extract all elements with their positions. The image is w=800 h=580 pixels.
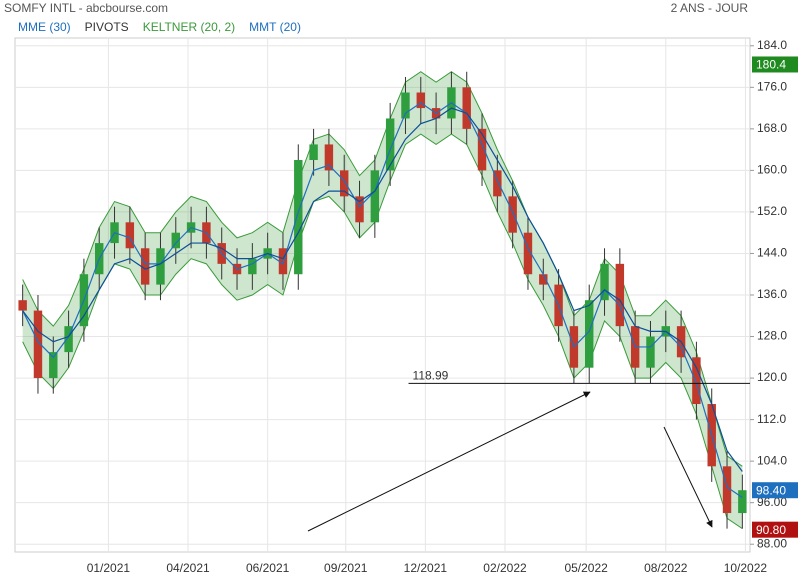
price-tag-label: 180.4 — [756, 58, 786, 72]
x-tick-label: 09/2021 — [324, 561, 368, 575]
y-tick-label: 120.0 — [757, 370, 787, 384]
y-tick-label: 176.0 — [757, 79, 787, 93]
x-tick-label: 01/2021 — [87, 561, 131, 575]
arrow — [663, 426, 713, 528]
candle-body — [722, 466, 732, 514]
chart-title: SOMFY INTL - abcbourse.com — [4, 1, 168, 15]
candle-body — [278, 248, 288, 275]
x-tick-label: 04/2021 — [166, 561, 210, 575]
candle-body — [171, 232, 180, 249]
candle-body — [355, 196, 364, 223]
y-tick-label: 104.0 — [757, 453, 787, 467]
candle-body — [539, 274, 548, 285]
y-tick-label: 136.0 — [757, 287, 787, 301]
candle-body — [324, 144, 334, 171]
y-tick-label: 112.0 — [757, 412, 786, 426]
keltner-band — [22, 71, 743, 529]
y-tick-label: 160.0 — [757, 163, 787, 177]
candle-body — [401, 92, 410, 119]
candle-body — [738, 490, 747, 514]
candle-body — [125, 222, 135, 249]
y-tick-label: 184.0 — [757, 38, 787, 52]
x-tick-label: 10/2022 — [724, 561, 768, 575]
legend-entry: PIVOTS — [85, 20, 129, 34]
candle-body — [477, 128, 487, 171]
candle-body — [600, 263, 609, 301]
candle-body — [385, 118, 395, 171]
candle-body — [508, 196, 517, 233]
candle-body — [585, 300, 594, 368]
y-tick-label: 128.0 — [757, 329, 787, 343]
legend-entry: KELTNER (20, 2) — [143, 20, 235, 34]
x-tick-label: 05/2022 — [564, 561, 608, 575]
candle-body — [18, 300, 27, 311]
candle-body — [692, 357, 701, 405]
candle-body — [416, 92, 425, 109]
candle-body — [340, 170, 349, 197]
x-tick-label: 02/2022 — [483, 561, 527, 575]
arrow — [307, 391, 591, 532]
candle-body — [49, 352, 58, 379]
y-tick-label: 144.0 — [757, 246, 787, 260]
x-tick-label: 12/2021 — [404, 561, 448, 575]
level-label: 118.99 — [413, 368, 449, 382]
candle-body — [248, 258, 257, 275]
mmt-line — [22, 102, 743, 498]
y-tick-label: 88.00 — [757, 536, 787, 550]
period-label: 2 ANS - JOUR — [671, 1, 749, 15]
price-tag-label: 98.40 — [756, 483, 786, 497]
legend-entry: MMT (20) — [249, 20, 301, 34]
candle-body — [523, 232, 533, 275]
keltner-lower — [22, 133, 743, 530]
mme-line — [22, 107, 743, 472]
candle-body — [309, 144, 318, 161]
candle-body — [156, 248, 165, 285]
legend-entry: MME (30) — [18, 20, 71, 34]
x-tick-label: 08/2022 — [644, 561, 688, 575]
y-tick-label: 96.00 — [757, 495, 787, 509]
x-tick-label: 06/2021 — [246, 561, 290, 575]
candle-body — [493, 170, 502, 197]
candle-body — [462, 87, 471, 129]
y-tick-label: 152.0 — [757, 204, 787, 218]
legend: MME (30) PIVOTS KELTNER (20, 2) MMT (20) — [18, 20, 301, 34]
price-tag-label: 90.80 — [756, 523, 786, 537]
candle-body — [615, 263, 625, 327]
candle-body — [370, 170, 380, 223]
price-tag — [752, 521, 798, 538]
candle-body — [294, 160, 303, 275]
candle-body — [33, 310, 43, 379]
candle-body — [140, 248, 150, 285]
candle-body — [646, 336, 655, 368]
candle-body — [64, 326, 73, 353]
price-tag — [752, 482, 798, 499]
y-tick-label: 168.0 — [757, 121, 787, 135]
price-tag — [752, 56, 798, 73]
